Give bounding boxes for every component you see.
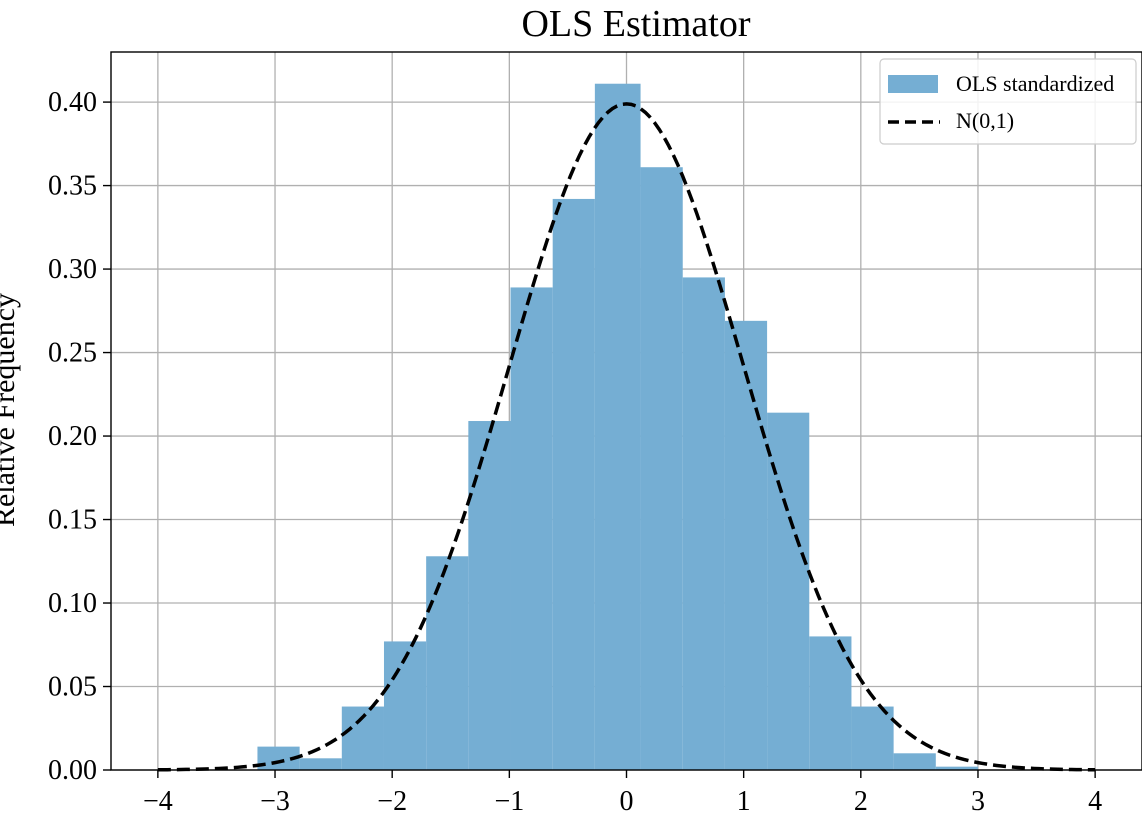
histogram-bar: [809, 636, 852, 770]
y-tick-label: 0.05: [48, 672, 97, 703]
x-tick-label: 2: [854, 786, 868, 817]
chart-title: OLS Estimator: [521, 3, 750, 45]
histogram-bar: [935, 766, 978, 770]
legend-label-curve: N(0,1): [956, 108, 1014, 133]
normal-pdf-curve: [157, 102, 1096, 772]
x-tick-label: 0: [620, 786, 634, 817]
histogram-bar: [552, 198, 595, 771]
histogram-bar: [299, 758, 342, 770]
legend-box: [879, 58, 1137, 145]
y-tick-label: 0.20: [48, 421, 97, 452]
histogram-bar: [257, 746, 300, 770]
y-tick-label: 0.30: [48, 254, 97, 285]
legend: OLS standardized N(0,1): [879, 58, 1137, 145]
x-tick-label: 4: [1088, 786, 1102, 817]
y-tick-label: 0.15: [48, 505, 97, 536]
normal-curve-layer: [157, 102, 1096, 772]
x-tick-label: 3: [971, 786, 985, 817]
y-tick-label: 0.35: [48, 171, 97, 202]
x-tick-label: −4: [143, 786, 173, 817]
histogram-bars: [257, 83, 978, 771]
axis-ticks: −4 −3 −2 −1 0 1 2 3 4 0.00 0.05 0.10 0.15 0.20 0.25 0.3…: [48, 87, 1102, 817]
histogram-bar: [468, 421, 511, 770]
histogram-bar: [640, 167, 683, 770]
histogram-bar: [851, 706, 894, 770]
y-axis-label: Relative Frequency: [0, 293, 21, 527]
x-tick-label: 1: [737, 786, 751, 817]
y-tick-label: 0.10: [48, 588, 97, 619]
y-tick-label: 0.00: [48, 755, 97, 786]
histogram-bar: [510, 287, 553, 770]
legend-label-histogram: OLS standardized: [956, 71, 1114, 96]
histogram-bar: [383, 641, 427, 770]
legend-swatch-histogram: [888, 75, 938, 93]
histogram-bar: [426, 556, 469, 770]
y-tick-label: 0.40: [48, 87, 97, 118]
y-tick-label: 0.25: [48, 338, 97, 369]
histogram-bar: [893, 753, 936, 770]
histogram-bar: [594, 83, 641, 770]
x-tick-label: −2: [377, 786, 407, 817]
histogram-bar: [724, 320, 768, 770]
histogram-bar: [682, 277, 725, 770]
x-tick-label: −3: [260, 786, 290, 817]
x-tick-label: −1: [494, 786, 524, 817]
